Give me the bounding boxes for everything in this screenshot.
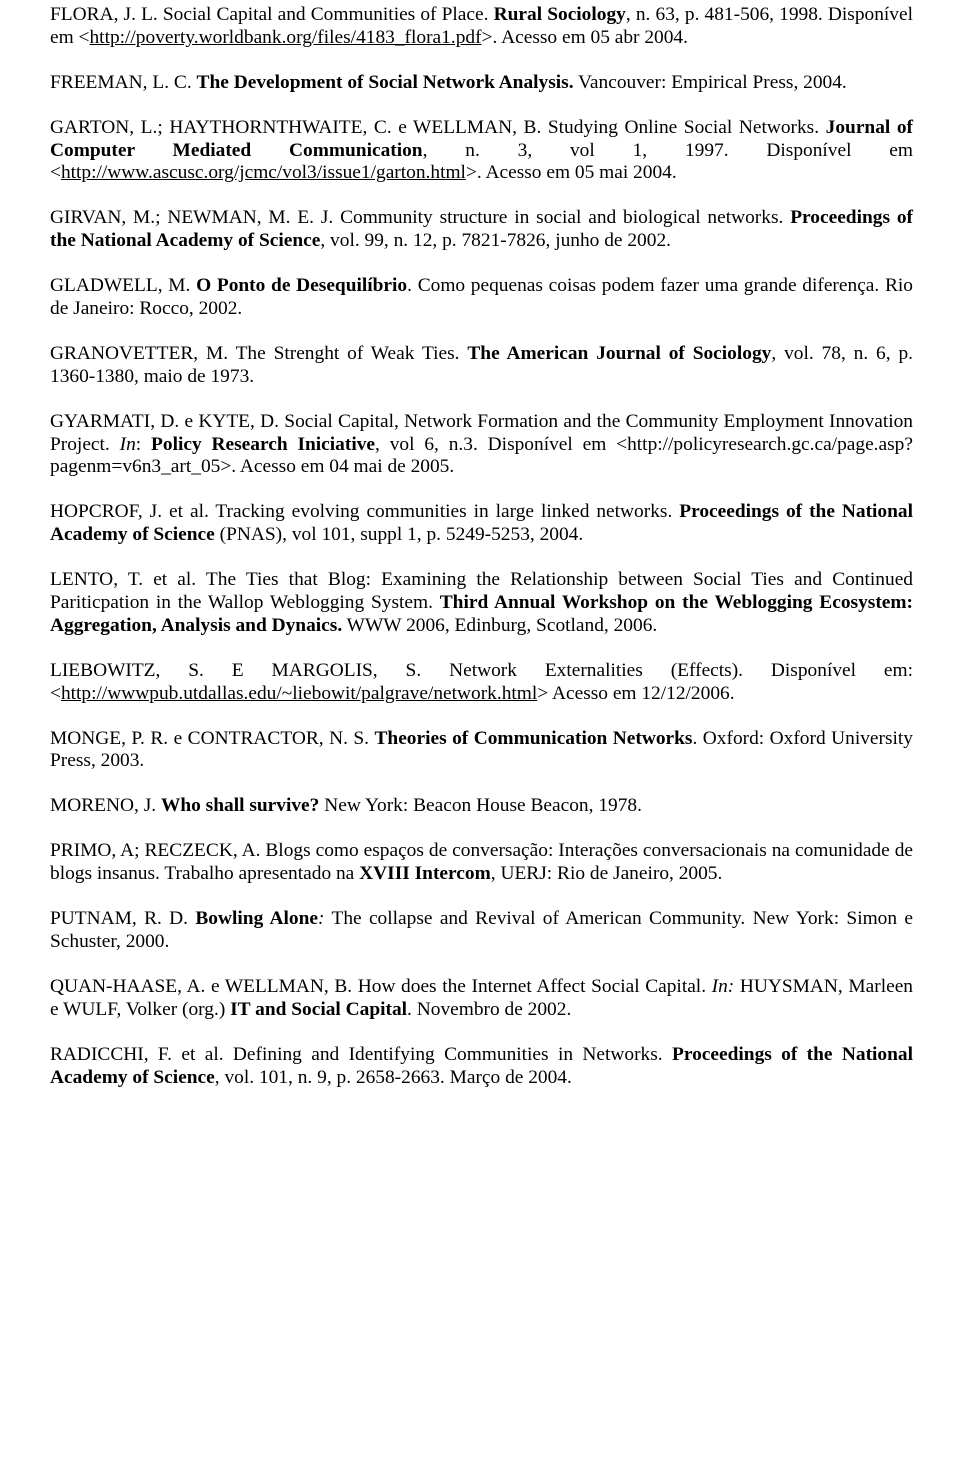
reference-title: Theories of Communication Networks (374, 728, 692, 749)
reference-url: http://poverty.worldbank.org/files/4183_… (89, 27, 481, 48)
reference-url: http://www.ascusc.org/jcmc/vol3/issue1/g… (61, 162, 466, 183)
bibliography-entry: MONGE, P. R. e CONTRACTOR, N. S. Theorie… (50, 728, 913, 774)
reference-title: Rural Sociology (494, 4, 626, 25)
bibliography-entry: GRANOVETTER, M. The Strenght of Weak Tie… (50, 343, 913, 389)
bibliography-list: FLORA, J. L. Social Capital and Communit… (50, 4, 913, 1089)
bibliography-entry: FLORA, J. L. Social Capital and Communit… (50, 4, 913, 50)
bibliography-entry: QUAN-HAASE, A. e WELLMAN, B. How does th… (50, 976, 913, 1022)
reference-title: Policy Research Iniciative (151, 434, 375, 455)
bibliography-entry: GYARMATI, D. e KYTE, D. Social Capital, … (50, 411, 913, 480)
reference-title: The American Journal of Sociology (467, 343, 771, 364)
bibliography-entry: FREEMAN, L. C. The Development of Social… (50, 72, 913, 95)
bibliography-entry: GARTON, L.; HAYTHORNTHWAITE, C. e WELLMA… (50, 117, 913, 186)
reference-title: The Development of Social Network Analys… (197, 72, 574, 93)
bibliography-entry: MORENO, J. Who shall survive? New York: … (50, 795, 913, 818)
reference-url: http://wwwpub.utdallas.edu/~liebowit/pal… (61, 683, 537, 704)
reference-title: XVIII Intercom (359, 863, 491, 884)
bibliography-entry: LENTO, T. et al. The Ties that Blog: Exa… (50, 569, 913, 638)
bibliography-entry: GIRVAN, M.; NEWMAN, M. E. J. Community s… (50, 207, 913, 253)
reference-title: O Ponto de Desequilíbrio (196, 275, 407, 296)
bibliography-entry: RADICCHI, F. et al. Defining and Identif… (50, 1044, 913, 1090)
bibliography-entry: HOPCROF, J. et al. Tracking evolving com… (50, 501, 913, 547)
reference-title: IT and Social Capital (230, 999, 407, 1020)
bibliography-entry: LIEBOWITZ, S. E MARGOLIS, S. Network Ext… (50, 660, 913, 706)
bibliography-entry: PUTNAM, R. D. Bowling Alone: The collaps… (50, 908, 913, 954)
reference-title: Bowling Alone (195, 908, 318, 929)
bibliography-entry: PRIMO, A; RECZECK, A. Blogs como espaços… (50, 840, 913, 886)
reference-title: Who shall survive? (161, 795, 319, 816)
bibliography-entry: GLADWELL, M. O Ponto de Desequilíbrio. C… (50, 275, 913, 321)
